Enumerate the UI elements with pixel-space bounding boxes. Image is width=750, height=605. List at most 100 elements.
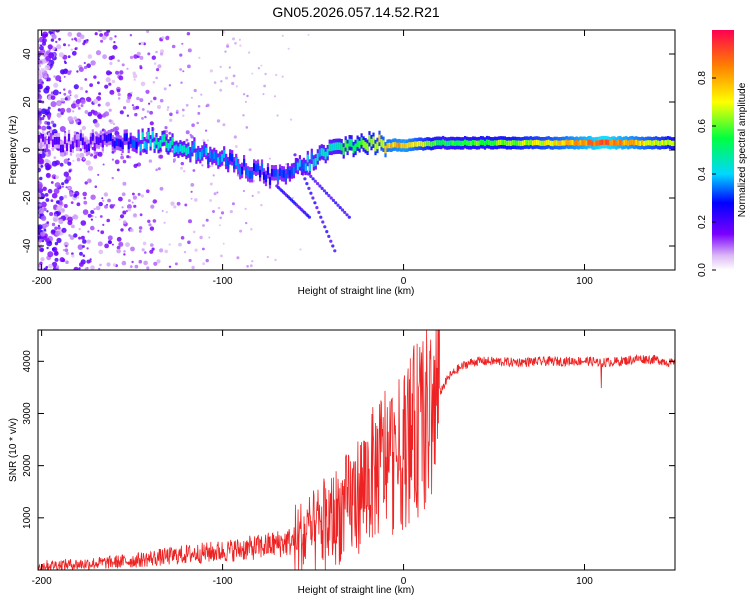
spectrogram-noise-mark [143, 260, 148, 266]
spectrogram-ridge-core [354, 143, 357, 152]
spectrogram-noise-mark [129, 265, 133, 268]
spectrogram-noise-mark [59, 126, 66, 132]
spectrogram-ridge-core [48, 136, 51, 145]
spectrogram-noise-mark [114, 35, 117, 38]
spectrogram-noise-mark [74, 94, 79, 99]
spectrogram-noise-mark [62, 248, 66, 252]
spectrogram-noise-mark [106, 218, 110, 223]
spectrogram-ridge-core [213, 151, 216, 160]
spectrogram-y-tick-label: 0 [22, 147, 33, 153]
spectrogram-ridge-core [221, 154, 224, 162]
spectrogram-ridge-core [541, 140, 544, 146]
spectrogram-noise-mark [38, 242, 41, 246]
spectrogram-noise-mark [63, 171, 69, 177]
spectrogram-noise-mark [50, 181, 54, 184]
spectrogram-streak-mark [309, 174, 313, 178]
colorbar-ticks: 0.0 0.2 0.4 0.6 0.8 [697, 71, 716, 277]
spectrogram-noise-mark [50, 95, 56, 100]
spectrogram-ridge-core [521, 140, 524, 146]
spectrogram-noise-mark [192, 230, 196, 234]
spectrogram-noise-mark [173, 205, 177, 209]
spectrogram-noise-mark [38, 119, 42, 125]
spectrogram-noise-mark [151, 55, 156, 60]
spectrogram-noise-mark [40, 231, 46, 237]
spectrogram-ridge-core [332, 142, 335, 151]
spectrogram-noise-mark [38, 192, 42, 199]
spectrogram-ridge-core [46, 144, 49, 152]
spectrogram-noise-mark [63, 75, 66, 78]
spectrogram-noise-mark [118, 218, 121, 221]
spectrogram-ridge-core [40, 142, 43, 151]
spectrogram-ridge-core [185, 147, 188, 156]
spectrogram-ridge-core [386, 143, 389, 149]
spectrogram-noise-mark [73, 233, 78, 238]
spectrogram-ridge-core [485, 139, 489, 145]
spectrogram-noise-mark [251, 72, 254, 75]
spectrogram-streak-mark [333, 249, 337, 253]
spectrogram-ridge-core [89, 136, 92, 145]
spectrogram-ridge-core [109, 133, 112, 141]
spectrogram-noise-mark [109, 71, 113, 75]
spectrogram-noise-mark [59, 162, 64, 167]
spectrogram-noise-mark [155, 50, 158, 54]
spectrogram-streak-mark [320, 186, 324, 190]
spectrogram-noise-mark [149, 226, 155, 231]
spectrogram-noise-mark [46, 114, 52, 119]
spectrogram-noise-mark [38, 125, 42, 130]
spectrogram-noise-mark [42, 41, 46, 46]
spectrogram-noise-mark [129, 55, 134, 60]
spectrogram-noise-mark [191, 123, 195, 127]
spectrogram-streak-mark [305, 182, 309, 186]
spectrogram-ridge-core [159, 140, 162, 148]
spectrogram-noise-mark [126, 204, 132, 210]
spectrogram-noise-mark [55, 40, 58, 44]
spectrogram-noise-mark [178, 242, 182, 247]
spectrogram-noise-mark [60, 69, 66, 75]
spectrogram-ridge-core [308, 163, 311, 171]
spectrogram-noise-mark [133, 54, 138, 59]
spectrogram-noise-mark [200, 93, 203, 96]
spectrogram-ridge-core [316, 153, 319, 161]
spectrogram-noise-mark [202, 224, 205, 227]
spectrogram-noise-mark [205, 129, 208, 132]
spectrogram-noise-mark [202, 247, 205, 251]
spectrogram-ridge-core [513, 140, 516, 146]
spectrogram-noise-mark [116, 168, 120, 172]
snr-x-tick-label: -100 [213, 576, 233, 587]
spectrogram-ridge-core [611, 139, 614, 146]
spectrogram-ridge-core [537, 140, 540, 146]
spectrogram-noise-mark [108, 108, 112, 112]
spectrogram-ridge-core [519, 140, 522, 147]
spectrogram-noise-mark [212, 174, 215, 177]
spectrogram-ridge-core [499, 139, 502, 145]
spectrogram-noise-mark [38, 69, 42, 76]
spectrogram-noise-mark [160, 49, 164, 54]
spectrogram-noise-mark [122, 159, 127, 164]
spectrogram-noise-mark [55, 175, 59, 179]
spectrogram-noise-mark [45, 265, 49, 269]
spectrogram-noise-mark [202, 262, 206, 266]
spectrogram-noise-mark [56, 102, 61, 106]
spectrogram-ridge-core [432, 141, 435, 147]
spectrogram-noise-mark [127, 95, 132, 100]
spectrogram-ridge-core [334, 142, 337, 151]
spectrogram-noise-mark [55, 75, 62, 82]
spectrogram-ridge-core [272, 169, 276, 177]
spectrogram-noise-mark [219, 88, 223, 92]
spectrogram-noise-mark [101, 197, 104, 200]
spectrogram-noise-mark [152, 199, 157, 204]
spectrogram-noise-mark [93, 98, 99, 104]
spectrogram-noise-mark [129, 228, 134, 233]
spectrogram-ridge-core [533, 140, 536, 146]
colorbar-gradient [712, 30, 734, 270]
spectrogram-noise-mark [116, 248, 121, 254]
spectrogram-noise-mark [60, 97, 65, 102]
spectrogram-noise-mark [140, 41, 145, 45]
spectrogram-noise-mark [260, 64, 263, 67]
spectrogram-noise-mark [138, 42, 141, 45]
spectrogram-noise-mark [104, 204, 108, 209]
spectrogram-noise-mark [112, 122, 116, 126]
spectrogram-noise-mark [139, 98, 144, 103]
spectrogram-ridge-core [493, 140, 497, 146]
spectrogram-ridge-core [83, 141, 86, 150]
